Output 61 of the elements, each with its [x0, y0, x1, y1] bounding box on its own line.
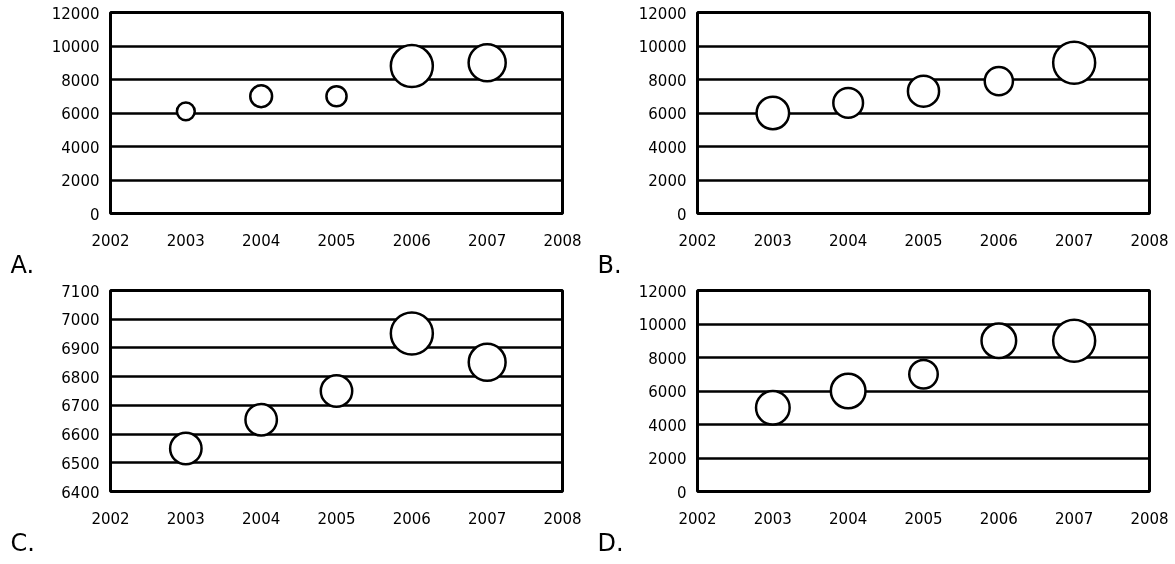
x-tick-label: 2006 — [979, 231, 1018, 250]
x-tick-label: 2002 — [91, 231, 130, 250]
x-tick-label: 2006 — [392, 509, 431, 528]
x-tick-label: 2008 — [1130, 231, 1169, 250]
y-tick-label: 7100 — [61, 282, 100, 301]
x-tick-label: 2004 — [242, 509, 281, 528]
x-tick-label: 2006 — [979, 509, 1018, 528]
x-tick-label: 2004 — [829, 509, 868, 528]
y-tick-label: 6000 — [648, 383, 687, 401]
y-tick-label: 8000 — [648, 71, 687, 90]
x-tick-label: 2007 — [1055, 231, 1094, 250]
y-tick-label: 4000 — [648, 138, 687, 157]
y-tick-label: 8000 — [648, 349, 687, 368]
x-tick-label: 2008 — [543, 231, 582, 250]
y-tick-label: 8000 — [61, 71, 100, 90]
x-tick-label: 2004 — [829, 231, 868, 250]
y-tick-label: 6000 — [648, 105, 687, 123]
y-tick-label: 6600 — [61, 426, 100, 445]
x-tick-label: 2007 — [468, 231, 507, 250]
x-tick-label: 2003 — [166, 231, 205, 250]
x-tick-label: 2004 — [242, 231, 281, 250]
y-tick-label: 10000 — [51, 38, 100, 56]
x-tick-label: 2005 — [904, 231, 943, 250]
y-tick-label: 12000 — [51, 4, 100, 23]
x-tick-label: 2006 — [392, 231, 431, 250]
y-tick-label: 0 — [89, 205, 100, 224]
y-tick-label: 2000 — [648, 172, 687, 190]
x-tick-label: 2003 — [166, 509, 205, 528]
x-tick-label: 2005 — [317, 509, 356, 528]
x-tick-label: 2005 — [317, 231, 356, 250]
x-tick-label: 2003 — [753, 231, 792, 250]
x-tick-label: 2003 — [753, 509, 792, 528]
text: D. — [597, 528, 624, 557]
y-tick-label: 4000 — [61, 138, 100, 157]
y-tick-label: 10000 — [638, 38, 687, 56]
y-tick-label: 6900 — [61, 339, 100, 358]
y-tick-label: 12000 — [638, 4, 687, 23]
x-tick-label: 2002 — [91, 509, 130, 528]
x-tick-label: 2008 — [1130, 509, 1169, 528]
y-tick-label: 10000 — [638, 316, 687, 334]
y-tick-label: 2000 — [61, 172, 100, 190]
x-tick-label: 2002 — [678, 231, 717, 250]
text: A. — [10, 250, 35, 279]
y-tick-label: 7000 — [61, 311, 100, 330]
y-tick-label: 6000 — [61, 105, 100, 123]
text: C. — [10, 528, 35, 557]
text: B. — [597, 250, 622, 279]
x-tick-label: 2007 — [468, 509, 507, 528]
y-tick-label: 4000 — [648, 416, 687, 435]
y-tick-label: 6800 — [61, 368, 100, 387]
y-tick-label: 0 — [676, 483, 687, 502]
y-tick-label: 12000 — [638, 282, 687, 301]
x-tick-label: 2007 — [1055, 509, 1094, 528]
x-tick-label: 2005 — [904, 509, 943, 528]
y-tick-label: 6700 — [61, 397, 100, 416]
y-tick-label: 6500 — [61, 454, 100, 473]
x-tick-label: 2008 — [543, 509, 582, 528]
y-tick-label: 6400 — [61, 483, 100, 502]
y-tick-label: 0 — [676, 205, 687, 224]
y-tick-label: 2000 — [648, 450, 687, 468]
x-tick-label: 2002 — [678, 509, 717, 528]
